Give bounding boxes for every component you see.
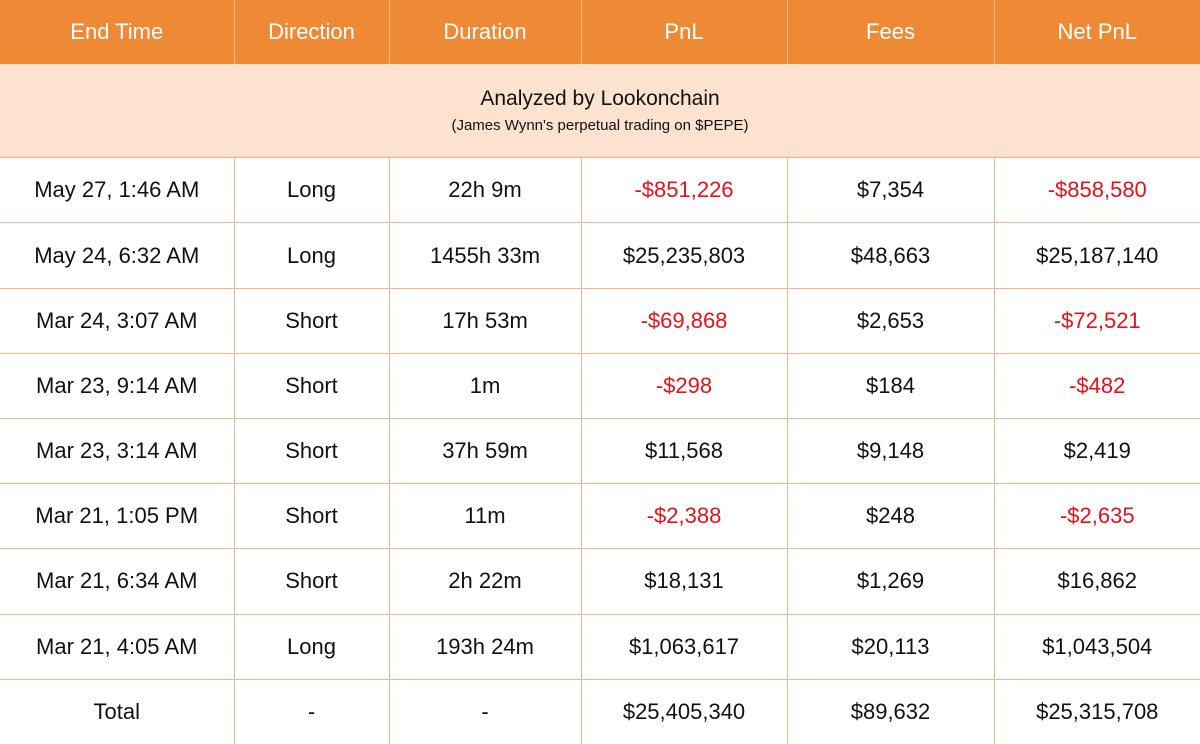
cell-duration: 22h 9m: [388, 157, 581, 224]
cell-end-time: Mar 24, 3:07 AM: [0, 288, 234, 354]
cell-end-time: Mar 21, 6:34 AM: [0, 548, 234, 615]
banner-cell: Analyzed by Lookonchain (James Wynn's pe…: [0, 64, 1200, 159]
banner-row: Analyzed by Lookonchain (James Wynn's pe…: [0, 64, 1200, 159]
cell-pnl: -$69,868: [580, 288, 787, 354]
cell-fees: $7,354: [786, 157, 994, 224]
cell-pnl: $1,063,617: [580, 614, 787, 680]
header-direction: Direction: [233, 0, 389, 64]
cell-end-time: Mar 23, 9:14 AM: [0, 353, 234, 420]
header-pnl: PnL: [580, 0, 787, 64]
cell-pnl: $18,131: [580, 548, 787, 615]
cell-net-pnl: -$2,635: [993, 483, 1200, 550]
table-row: Mar 21, 4:05 AM Long 193h 24m $1,063,617 $20…: [0, 614, 1200, 680]
table-row: May 27, 1:46 AM Long 22h 9m -$851,226 $7,354…: [0, 157, 1200, 224]
table-body: Analyzed by Lookonchain (James Wynn's pe…: [0, 64, 1200, 744]
cell-fees: $48,663: [786, 222, 994, 289]
header-net-pnl: Net PnL: [993, 0, 1200, 64]
cell-pnl: -$2,388: [580, 483, 787, 550]
cell-duration: 11m: [388, 483, 581, 550]
cell-fees: $2,653: [786, 288, 994, 354]
banner-title: Analyzed by Lookonchain: [480, 86, 720, 110]
cell-direction: Short: [233, 483, 389, 550]
cell-pnl: $25,235,803: [580, 222, 787, 289]
total-row: Total - - $25,405,340 $89,632 $25,315,708: [0, 679, 1200, 744]
cell-net-pnl: $2,419: [993, 418, 1200, 485]
cell-net-pnl: -$72,521: [993, 288, 1200, 354]
cell-end-time: Mar 21, 1:05 PM: [0, 483, 234, 550]
cell-net-pnl: $1,043,504: [993, 614, 1200, 680]
cell-duration: 1m: [388, 353, 581, 420]
table-row: Mar 23, 3:14 AM Short 37h 59m $11,568 $9,148…: [0, 418, 1200, 485]
cell-direction: Long: [233, 614, 389, 680]
header-fees: Fees: [786, 0, 994, 64]
cell-direction: Short: [233, 548, 389, 615]
cell-fees: $184: [786, 353, 994, 420]
header-row: End Time Direction Duration PnL Fees Net…: [0, 0, 1200, 64]
table-row: Mar 24, 3:07 AM Short 17h 53m -$69,868 $2,65…: [0, 288, 1200, 354]
banner-subtitle: (James Wynn's perpetual trading on $PEPE…: [451, 116, 749, 134]
cell-end-time: Mar 23, 3:14 AM: [0, 418, 234, 485]
cell-end-time: Mar 21, 4:05 AM: [0, 614, 234, 680]
cell-end-time: May 27, 1:46 AM: [0, 157, 234, 224]
cell-direction: Long: [233, 222, 389, 289]
cell-net-pnl: $16,862: [993, 548, 1200, 615]
total-net-pnl: $25,315,708: [993, 679, 1200, 744]
cell-fees: $248: [786, 483, 994, 550]
table-row: May 24, 6:32 AM Long 1455h 33m $25,235,803 $…: [0, 222, 1200, 289]
cell-fees: $1,269: [786, 548, 994, 615]
cell-net-pnl: $25,187,140: [993, 222, 1200, 289]
table-row: Mar 23, 9:14 AM Short 1m -$298 $184 -$482: [0, 353, 1200, 420]
table-header: End Time Direction Duration PnL Fees Net…: [0, 0, 1200, 64]
cell-direction: Long: [233, 157, 389, 224]
cell-pnl: -$851,226: [580, 157, 787, 224]
total-duration: -: [388, 679, 581, 744]
cell-direction: Short: [233, 418, 389, 485]
cell-direction: Short: [233, 288, 389, 354]
cell-duration: 2h 22m: [388, 548, 581, 615]
cell-duration: 17h 53m: [388, 288, 581, 354]
total-direction: -: [233, 679, 389, 744]
cell-duration: 37h 59m: [388, 418, 581, 485]
cell-pnl: -$298: [580, 353, 787, 420]
cell-end-time: May 24, 6:32 AM: [0, 222, 234, 289]
cell-net-pnl: -$858,580: [993, 157, 1200, 224]
total-label: Total: [93, 698, 140, 724]
cell-duration: 193h 24m: [388, 614, 581, 680]
cell-pnl: $11,568: [580, 418, 787, 485]
cell-duration: 1455h 33m: [388, 222, 581, 289]
header-duration: Duration: [388, 0, 581, 64]
cell-direction: Short: [233, 353, 389, 420]
header-end-time: End Time: [0, 0, 234, 64]
table-row: Mar 21, 1:05 PM Short 11m -$2,388 $248 -$2,63…: [0, 483, 1200, 550]
total-pnl: $25,405,340: [580, 679, 787, 744]
total-fees: $89,632: [786, 679, 994, 744]
table-row: Mar 21, 6:34 AM Short 2h 22m $18,131 $1,269 $…: [0, 548, 1200, 615]
cell-fees: $9,148: [786, 418, 994, 485]
cell-fees: $20,113: [786, 614, 994, 680]
cell-net-pnl: -$482: [993, 353, 1200, 420]
